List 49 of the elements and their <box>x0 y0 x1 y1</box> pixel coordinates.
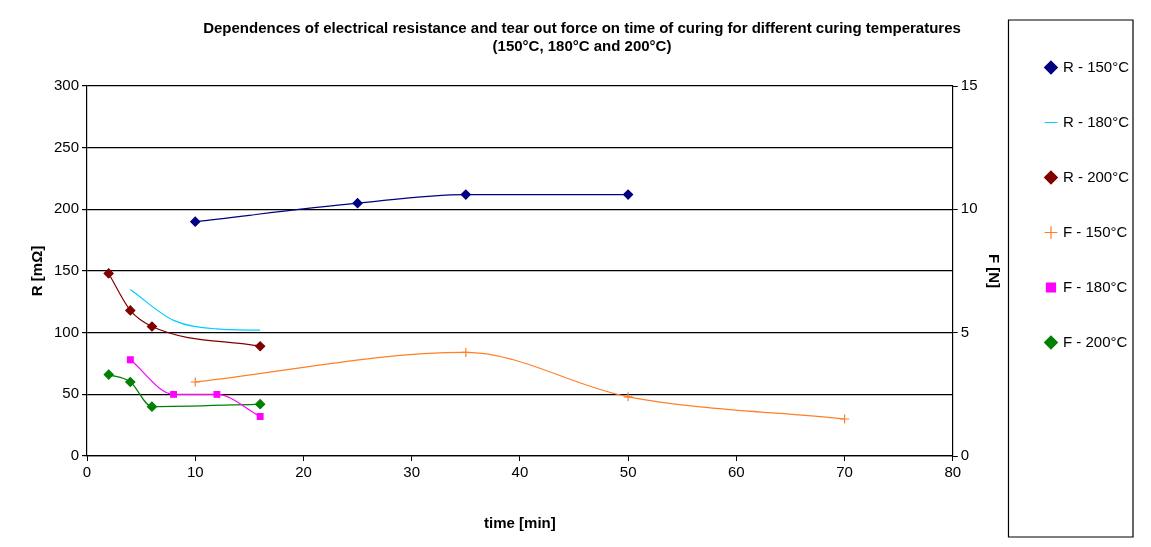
point <box>352 198 363 209</box>
y2-tick-label: 10 <box>960 199 978 217</box>
point <box>190 216 201 227</box>
point <box>146 401 158 412</box>
y-tick-label: 100 <box>54 322 80 340</box>
point <box>623 391 634 402</box>
point <box>255 399 266 410</box>
y2-tick-label: 0 <box>960 446 970 464</box>
x-tick-label: 10 <box>186 463 204 481</box>
point <box>170 390 178 398</box>
point <box>213 390 221 398</box>
point <box>460 189 471 200</box>
y-tick-label: 200 <box>54 199 80 217</box>
y2-tick-label: 5 <box>960 322 970 340</box>
point <box>125 305 136 316</box>
point <box>839 413 850 425</box>
point <box>125 376 136 388</box>
point <box>126 356 134 364</box>
x-tick-label: 80 <box>944 463 962 481</box>
x-tick-label: 20 <box>295 463 312 481</box>
legend-label: R - 150°C <box>1062 57 1130 75</box>
x-tick-label: 40 <box>511 463 529 481</box>
point <box>256 413 264 420</box>
y-tick-label: 250 <box>54 137 80 155</box>
point <box>103 268 114 279</box>
line-series <box>129 288 261 331</box>
y2-axis-title: F [N] <box>986 253 1004 289</box>
x-axis-title: time [min] <box>484 514 556 532</box>
point <box>255 341 266 352</box>
x-tick-label: 70 <box>836 463 853 481</box>
y-tick-label: 50 <box>62 384 80 402</box>
point <box>103 369 114 380</box>
chart-title: Dependences of electrical resistance and tear out force on time of curing for different curing temperatures (150°C, 180°C and 200°C) <box>203 19 961 55</box>
legend-label: R - 180°C <box>1062 112 1130 130</box>
point <box>623 189 634 200</box>
x-tick-label: 30 <box>403 463 421 481</box>
x-tick-label: 50 <box>619 463 637 481</box>
legend-label: F - 150°C <box>1062 222 1128 240</box>
legend-label: F - 200°C <box>1062 332 1128 350</box>
y-tick-label: 0 <box>70 446 80 464</box>
x-tick-label: 60 <box>728 463 745 481</box>
y-tick-label: 300 <box>54 76 80 94</box>
point <box>190 376 201 388</box>
y-axis-title: R [mΩ] <box>28 245 46 297</box>
x-tick-label: 0 <box>82 463 92 481</box>
y2-tick-label: 15 <box>960 76 978 94</box>
legend-label: R - 200°C <box>1062 167 1130 185</box>
legend-label: F - 180°C <box>1062 277 1128 295</box>
y-tick-label: 150 <box>54 261 80 279</box>
